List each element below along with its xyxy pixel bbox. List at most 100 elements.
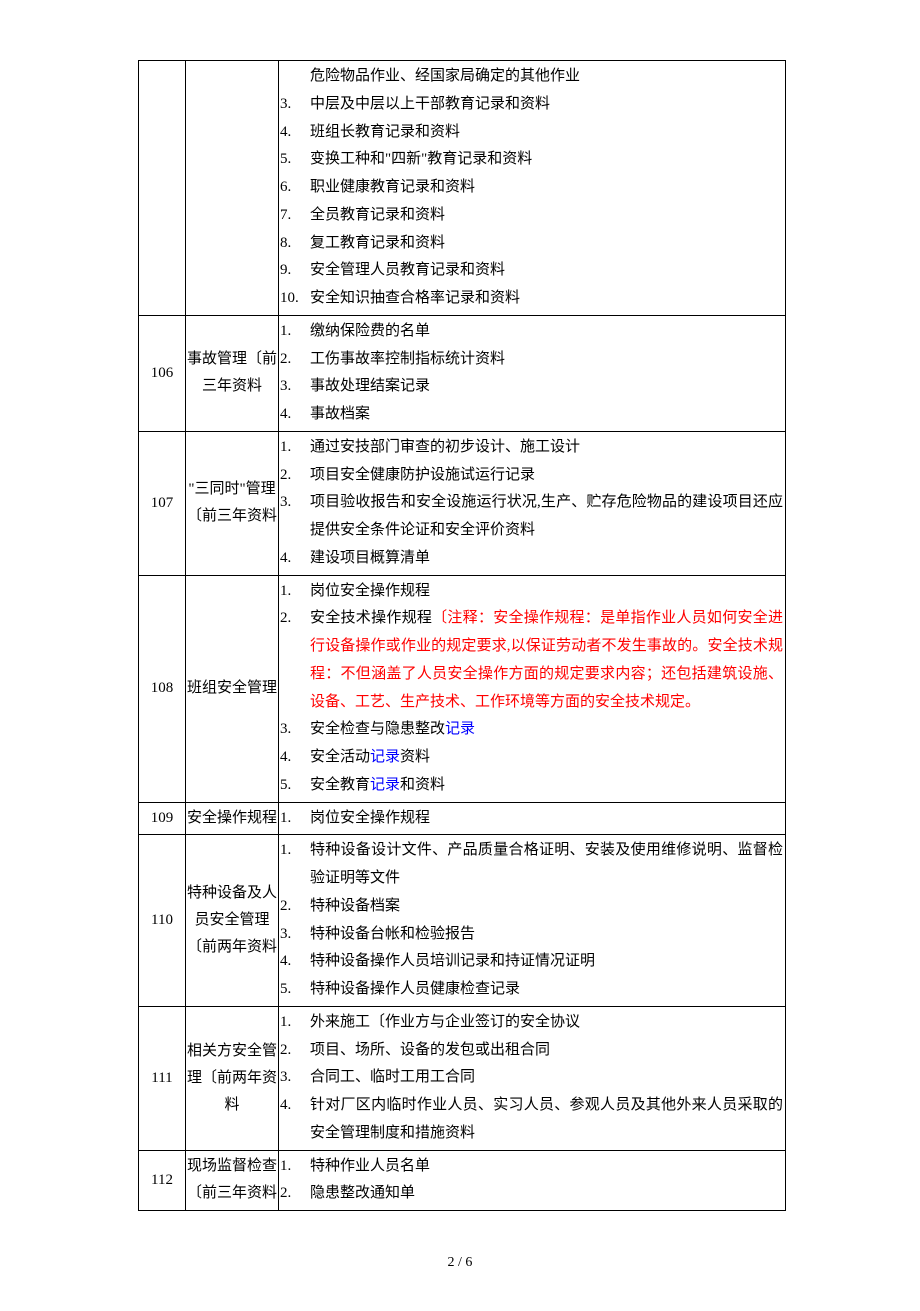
item-text: 岗位安全操作规程 [310, 578, 785, 606]
item-text: 事故档案 [310, 401, 785, 429]
list-item: 1.岗位安全操作规程 [279, 578, 785, 606]
item-text: 安全技术操作规程〔注释：安全操作规程：是单指作业人员如何安全进行设备操作或作业的… [310, 605, 785, 716]
row-id [139, 61, 186, 316]
row-id: 108 [139, 575, 186, 802]
list-item: 7.全员教育记录和资料 [279, 202, 785, 230]
row-id: 110 [139, 835, 186, 1007]
row-id: 111 [139, 1006, 186, 1150]
item-number: 4. [279, 401, 310, 429]
list-item: 4.安全活动记录资料 [279, 744, 785, 772]
item-text: 变换工种和"四新"教育记录和资料 [310, 146, 785, 174]
list-item: 4.班组长教育记录和资料 [279, 119, 785, 147]
row-name: 特种设备及人员安全管理〔前两年资料 [186, 835, 279, 1007]
list-item: 1.外来施工〔作业方与企业签订的安全协议 [279, 1009, 785, 1037]
item-text: 特种设备操作人员健康检查记录 [310, 976, 785, 1004]
list-item: 3.中层及中层以上干部教育记录和资料 [279, 91, 785, 119]
item-number: 1. [279, 318, 310, 346]
list-item: 2.项目安全健康防护设施试运行记录 [279, 462, 785, 490]
item-text: 特种设备设计文件、产品质量合格证明、安装及使用维修说明、监督检验证明等文件 [310, 837, 785, 893]
table-row: 111相关方安全管理〔前两年资料1.外来施工〔作业方与企业签订的安全协议2.项目… [139, 1006, 786, 1150]
item-number: 3. [279, 1064, 310, 1092]
item-number: 1. [279, 1009, 310, 1037]
list-item: 1.通过安技部门审查的初步设计、施工设计 [279, 434, 785, 462]
row-content: 1.外来施工〔作业方与企业签订的安全协议2.项目、场所、设备的发包或出租合同3.… [279, 1006, 786, 1150]
list-item: 6.职业健康教育记录和资料 [279, 174, 785, 202]
list-item: 5.变换工种和"四新"教育记录和资料 [279, 146, 785, 174]
table-row: 107"三同时"管理〔前三年资料1.通过安技部门审查的初步设计、施工设计2.项目… [139, 431, 786, 575]
row-id: 112 [139, 1150, 186, 1211]
list-item: 5.特种设备操作人员健康检查记录 [279, 976, 785, 1004]
item-text: 外来施工〔作业方与企业签订的安全协议 [310, 1009, 785, 1037]
row-name: 安全操作规程 [186, 802, 279, 835]
row-content: 1.通过安技部门审查的初步设计、施工设计2.项目安全健康防护设施试运行记录3.项… [279, 431, 786, 575]
row-content: 1.特种设备设计文件、产品质量合格证明、安装及使用维修说明、监督检验证明等文件2… [279, 835, 786, 1007]
main-table: 危险物品作业、经国家局确定的其他作业3.中层及中层以上干部教育记录和资料4.班组… [138, 60, 786, 1211]
item-text: 项目、场所、设备的发包或出租合同 [310, 1037, 785, 1065]
item-number: 3. [279, 91, 310, 119]
row-id: 106 [139, 315, 186, 431]
item-number: 4. [279, 948, 310, 976]
item-number: 1. [279, 805, 310, 833]
item-number: 1. [279, 434, 310, 462]
item-number: 7. [279, 202, 310, 230]
list-item: 10.安全知识抽查合格率记录和资料 [279, 285, 785, 313]
row-name: 班组安全管理 [186, 575, 279, 802]
item-text: 项目验收报告和安全设施运行状况,生产、贮存危险物品的建设项目还应提供安全条件论证… [310, 489, 785, 545]
list-item: 4.事故档案 [279, 401, 785, 429]
item-number: 3. [279, 921, 310, 949]
item-text: 中层及中层以上干部教育记录和资料 [310, 91, 785, 119]
item-number: 4. [279, 545, 310, 573]
item-number: 3. [279, 373, 310, 401]
table-row: 110特种设备及人员安全管理〔前两年资料1.特种设备设计文件、产品质量合格证明、… [139, 835, 786, 1007]
row-content: 1.特种作业人员名单2.隐患整改通知单 [279, 1150, 786, 1211]
list-item: 3.事故处理结案记录 [279, 373, 785, 401]
item-text: 安全活动记录资料 [310, 744, 785, 772]
list-item: 2.隐患整改通知单 [279, 1180, 785, 1208]
row-content: 危险物品作业、经国家局确定的其他作业3.中层及中层以上干部教育记录和资料4.班组… [279, 61, 786, 316]
list-item: 3.特种设备台帐和检验报告 [279, 921, 785, 949]
table-row: 106事故管理〔前三年资料1.缴纳保险费的名单2.工伤事故率控制指标统计资料3.… [139, 315, 786, 431]
item-number: 3. [279, 716, 310, 744]
list-item: 2.特种设备档案 [279, 893, 785, 921]
list-item: 1.特种作业人员名单 [279, 1153, 785, 1181]
item-text: 安全教育记录和资料 [310, 772, 785, 800]
list-item: 4.建设项目概算清单 [279, 545, 785, 573]
list-item: 1.缴纳保险费的名单 [279, 318, 785, 346]
item-number: 3. [279, 489, 310, 517]
table-row: 112现场监督检查〔前三年资料1.特种作业人员名单2.隐患整改通知单 [139, 1150, 786, 1211]
item-text: 隐患整改通知单 [310, 1180, 785, 1208]
item-number: 10. [279, 285, 310, 313]
table-row: 108班组安全管理1.岗位安全操作规程2.安全技术操作规程〔注释：安全操作规程：… [139, 575, 786, 802]
row-name: 现场监督检查〔前三年资料 [186, 1150, 279, 1211]
item-text: 危险物品作业、经国家局确定的其他作业 [310, 63, 785, 91]
item-text: 特种设备台帐和检验报告 [310, 921, 785, 949]
item-text: 安全知识抽查合格率记录和资料 [310, 285, 785, 313]
item-text: 合同工、临时工用工合同 [310, 1064, 785, 1092]
item-number: 5. [279, 976, 310, 1004]
list-item: 3.合同工、临时工用工合同 [279, 1064, 785, 1092]
item-number: 2. [279, 1180, 310, 1208]
row-content: 1.缴纳保险费的名单2.工伤事故率控制指标统计资料3.事故处理结案记录4.事故档… [279, 315, 786, 431]
item-number: 1. [279, 837, 310, 865]
item-number: 2. [279, 462, 310, 490]
row-name: 相关方安全管理〔前两年资料 [186, 1006, 279, 1150]
list-item: 4.针对厂区内临时作业人员、实习人员、参观人员及其他外来人员采取的安全管理制度和… [279, 1092, 785, 1148]
item-text: 特种设备档案 [310, 893, 785, 921]
item-text: 安全管理人员教育记录和资料 [310, 257, 785, 285]
item-text: 通过安技部门审查的初步设计、施工设计 [310, 434, 785, 462]
page-footer: 2 / 6 [0, 1255, 920, 1271]
item-number: 6. [279, 174, 310, 202]
table-row: 109安全操作规程1.岗位安全操作规程 [139, 802, 786, 835]
document-page: . 危险物品作业、经国家局确定的其他作业3.中层及中层以上干部教育记录和资料4.… [0, 0, 920, 1311]
item-text: 特种作业人员名单 [310, 1153, 785, 1181]
item-text: 项目安全健康防护设施试运行记录 [310, 462, 785, 490]
item-number: 2. [279, 893, 310, 921]
item-text: 班组长教育记录和资料 [310, 119, 785, 147]
item-text: 事故处理结案记录 [310, 373, 785, 401]
item-number: 5. [279, 772, 310, 800]
item-text: 岗位安全操作规程 [310, 805, 785, 833]
list-item: 4.特种设备操作人员培训记录和持证情况证明 [279, 948, 785, 976]
row-name: 事故管理〔前三年资料 [186, 315, 279, 431]
item-text: 复工教育记录和资料 [310, 230, 785, 258]
item-number: 8. [279, 230, 310, 258]
